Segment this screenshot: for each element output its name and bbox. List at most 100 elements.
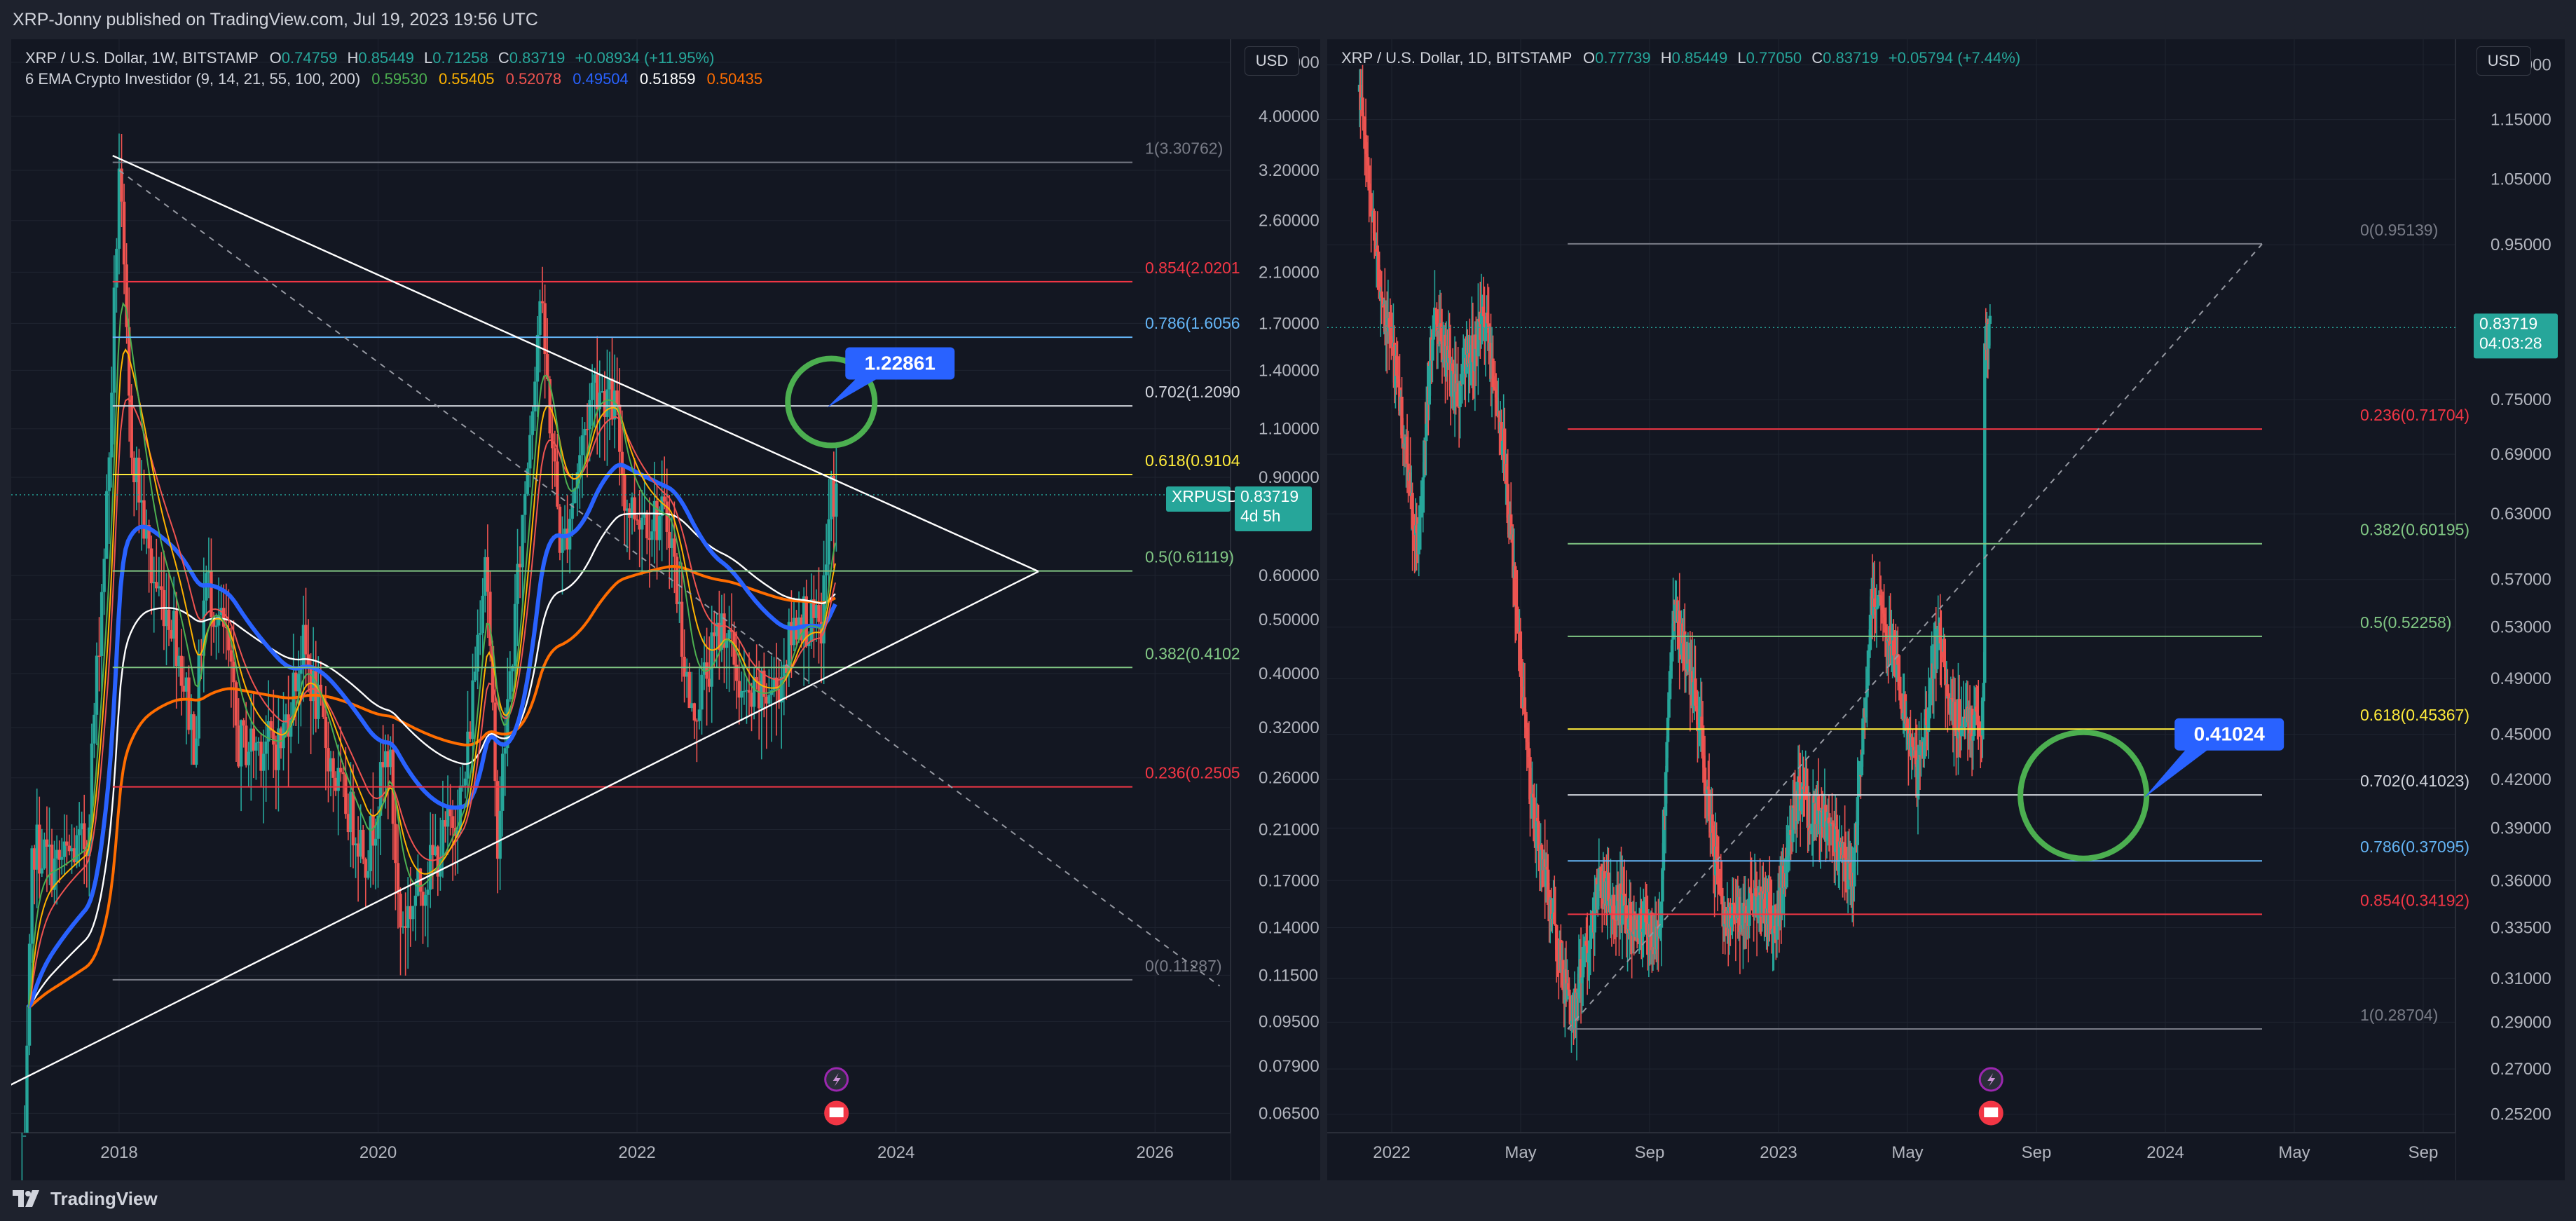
candle-body [732,632,736,665]
candle-body [177,655,181,667]
candle-body [1835,826,1838,830]
price-tick-label: 0.53000 [2491,618,2551,637]
candle-body [618,404,622,452]
tradingview-logo[interactable]: TradingView [13,1185,158,1213]
candle-body [678,601,681,604]
candle-body [588,400,591,430]
candle-body [608,378,612,390]
price-tick-label: 0.09500 [1259,1012,1320,1031]
candle-body [322,697,325,717]
candle-body [1540,845,1544,850]
candle-body [1570,1021,1573,1023]
candle-body [277,728,280,770]
candle-body [1378,269,1381,299]
candle-body [1555,925,1558,962]
candle-body [117,168,121,249]
candle-body [1431,339,1434,361]
fib-level-label: 0.702(0.41023) [2360,772,2469,790]
candle-body [409,906,412,920]
close-label: C [498,49,509,67]
candle-body [1706,786,1710,790]
candle-body [1662,810,1666,871]
candle-body [261,753,266,771]
candle-body [466,731,470,779]
candle-body [779,676,783,703]
candle-body [431,845,434,856]
candle-body [1553,912,1556,925]
candle-body [115,248,118,288]
price-tick-label: 0.63000 [2491,505,2551,524]
candle-body [1396,376,1399,380]
candle-body [144,524,149,539]
candle-body [1500,440,1505,455]
fib-level-label: 0.382(0.60195) [2360,521,2469,539]
candle-body [1987,324,1991,349]
daily-chart-canvas[interactable]: 1.250001.150001.050000.950000.750000.690… [1327,39,2565,1180]
candle-body [1514,566,1517,606]
candle-body [1537,821,1540,852]
candle-body [446,807,450,827]
candle-body [710,632,713,687]
candle-body [1961,723,1964,727]
candle-body [165,609,168,627]
candle-body [1492,387,1496,389]
candle-body [1694,678,1697,706]
candle-body [596,374,599,409]
candle-body [1911,737,1914,747]
candle-body [1898,676,1902,701]
candle-body [1974,707,1978,712]
price-tick-label: 0.90000 [1259,468,1320,487]
candle-body [835,483,838,517]
candle-body [1820,810,1823,812]
candle-body [471,680,474,739]
candle-body [88,827,91,857]
candle-body [421,892,425,906]
candle-body [737,681,741,698]
fib-level-label: 0.5(0.61119) [1145,548,1234,566]
candle-body [830,475,833,519]
candle-body [802,596,806,641]
ema-55-line [27,463,837,1009]
open-label: O [1583,49,1596,67]
currency-button[interactable]: USD [1245,46,1299,76]
candle-body [508,671,512,700]
candle-body [824,564,828,575]
weekly-chart-canvas[interactable]: 5.000004.000003.200002.600002.100001.700… [11,39,1320,1180]
weekly-chart-panel[interactable]: 5.000004.000003.200002.600002.100001.700… [11,39,1320,1180]
price-tick-label: 0.11500 [1259,966,1318,985]
price-tick-label: 0.40000 [1259,664,1320,683]
candle-body [366,871,370,878]
candle-body [1720,889,1724,905]
close-value: 0.83719 [1823,49,1879,67]
candle-body [1811,796,1815,825]
candle-body [245,725,248,765]
high-label: H [347,49,359,67]
candle-body [1831,823,1835,824]
candle-body [1657,929,1662,937]
candle-body [1884,624,1888,643]
candle-body [1535,817,1540,821]
candle-body [742,690,746,693]
candle-body [697,709,701,721]
currency-button[interactable]: USD [2476,46,2531,76]
candle-body [1905,718,1910,728]
candle-body [266,721,270,742]
candle-body [1377,251,1381,270]
candle-body [1381,297,1385,306]
time-tick-label: May [1891,1143,1923,1162]
price-tick-label: 0.14000 [1259,918,1320,937]
candle-body [463,778,467,786]
candle-body [1897,664,1900,677]
candle-body [1546,869,1550,890]
candle-body [713,632,716,636]
candle-body [491,646,495,703]
candle-body [242,720,245,726]
candle-body [237,725,240,767]
candle-body [513,603,517,666]
candle-body [1864,697,1868,718]
candle-body [1802,786,1805,790]
price-tick-label: 0.36000 [2491,871,2551,890]
candle-body [1791,805,1795,843]
candle-body [1419,507,1423,518]
daily-chart-panel[interactable]: 1.250001.150001.050000.950000.750000.690… [1327,39,2565,1180]
